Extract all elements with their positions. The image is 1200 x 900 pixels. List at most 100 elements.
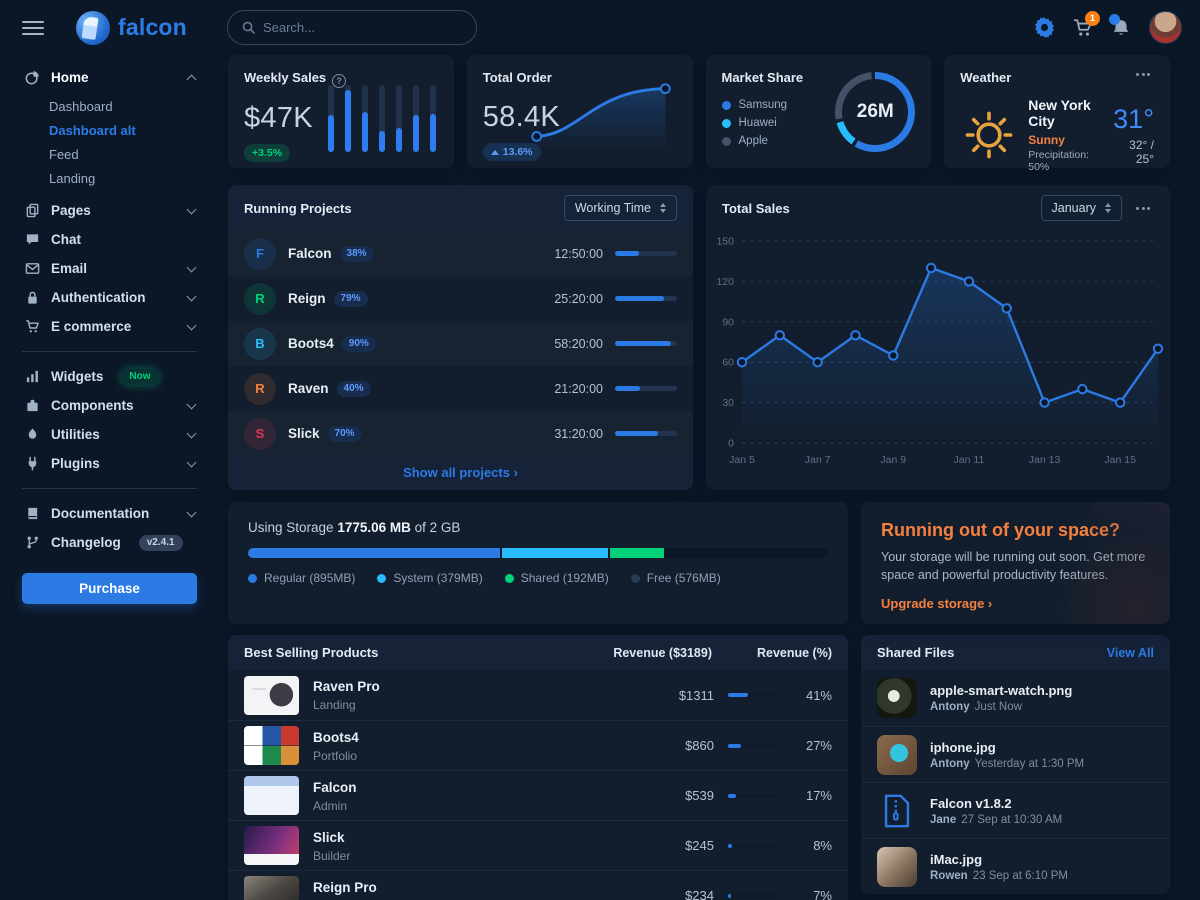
best-selling-products-card: Best Selling Products Revenue ($3189) Re… — [228, 635, 848, 900]
table-row: Boots4 Portfolio $860 27% — [228, 720, 848, 770]
file-time: Yesterday at 1:30 PM — [974, 757, 1085, 770]
show-all-projects-link[interactable]: Show all projects › — [403, 465, 518, 480]
sidebar-item-label: Email — [51, 261, 88, 276]
select-arrows-icon — [660, 203, 666, 213]
falcon-logo[interactable]: falcon — [76, 10, 187, 45]
chart-bar-icon — [24, 368, 41, 385]
legend-item: System (379MB) — [377, 571, 483, 585]
project-name[interactable]: Boots4 — [288, 336, 334, 351]
legend-item: Regular (895MB) — [248, 571, 355, 585]
file-owner: Jane — [930, 813, 957, 826]
running-projects-card: Running Projects Working Time F Falcon 3… — [228, 185, 693, 490]
sidebar-item-email[interactable]: Email — [22, 254, 197, 283]
svg-text:Jan 5: Jan 5 — [729, 454, 755, 466]
view-all-link[interactable]: View All — [1106, 645, 1154, 660]
sidebar-subitem-dashboard[interactable]: Dashboard — [49, 98, 113, 114]
file-name[interactable]: iMac.jpg — [930, 851, 983, 867]
project-time: 25:20:00 — [554, 291, 603, 306]
working-time-select[interactable]: Working Time — [563, 195, 677, 221]
project-time: 58:20:00 — [554, 336, 603, 351]
project-progress-bar — [615, 431, 677, 436]
user-avatar[interactable] — [1149, 11, 1182, 44]
project-name[interactable]: Falcon — [288, 246, 332, 261]
product-revenue: $234 — [685, 888, 714, 900]
search-input[interactable] — [262, 20, 462, 35]
sidebar-item-chat[interactable]: Chat — [22, 225, 197, 254]
sidebar-item-label: Authentication — [51, 290, 146, 305]
file-time: 23 Sep at 6:10 PM — [972, 869, 1068, 882]
purchase-button[interactable]: Purchase — [22, 573, 197, 604]
product-name[interactable]: Raven Pro — [313, 679, 380, 694]
sidebar-item-widgets[interactable]: Widgets Now — [22, 362, 197, 391]
settings-gear-icon[interactable] — [1034, 17, 1055, 38]
shared-files-list: apple-smart-watch.png Antony Just Now iph… — [861, 670, 1170, 894]
sidebar-divider — [22, 488, 197, 489]
total-sales-line-chart: 0 30 60 90 120 150 Jan 5 Jan 7 Jan 9 Jan 11 Jan 13… — [716, 236, 1164, 466]
chevron-icon — [186, 320, 197, 330]
file-time: Just Now — [974, 701, 1022, 713]
sidebar-item-authentication[interactable]: Authentication — [22, 283, 197, 312]
svg-text:120: 120 — [716, 276, 734, 288]
list-item: Falcon v1.8.2 Jane 27 Sep at 10:30 AM — [861, 782, 1170, 838]
product-thumbnail — [244, 726, 299, 765]
search-bar[interactable] — [226, 10, 477, 45]
product-name[interactable]: Falcon — [313, 779, 357, 795]
notifications-bell-icon[interactable] — [1109, 13, 1131, 38]
total-order-line-chart — [530, 83, 671, 151]
sidebar-item-pages[interactable]: Pages — [22, 196, 197, 225]
info-icon[interactable] — [332, 74, 347, 88]
storage-label: Using Storage 1775.06 MB of 2 GB — [248, 520, 461, 535]
total-sales-title: Total Sales — [722, 200, 790, 216]
project-percent-badge: 38% — [339, 245, 374, 262]
sidebar-subitem-landing[interactable]: Landing — [49, 170, 96, 186]
project-avatar: S — [244, 417, 276, 450]
chevron-icon — [186, 74, 197, 85]
market-share-card: Market Share Samsung Huawei Apple 26M — [705, 55, 932, 168]
project-row: B Boots4 90% 58:20:00 — [228, 321, 693, 366]
project-name[interactable]: Raven — [288, 381, 329, 396]
product-revenue-pct: 7% — [813, 888, 832, 900]
project-percent-badge: 90% — [341, 335, 376, 352]
cart-icon[interactable]: 1 — [1073, 10, 1100, 38]
market-share-legend: Samsung Huawei Apple — [721, 99, 916, 147]
topbar: falcon 1 — [0, 0, 1200, 55]
weather-title: Weather — [960, 70, 1012, 85]
storage-progress-bar — [248, 548, 828, 558]
project-name[interactable]: Slick — [288, 426, 320, 441]
sidebar-item-utilities[interactable]: Utilities — [22, 420, 197, 449]
project-time: 31:20:00 — [554, 426, 603, 441]
sidebar-item-documentation[interactable]: Documentation — [22, 499, 197, 528]
total-order-card: Total Order 58.4K 13.6% — [466, 55, 693, 168]
legend-item: Apple — [721, 135, 916, 147]
product-category: Admin — [313, 798, 348, 813]
weekly-sales-value: $47K — [244, 102, 313, 134]
sidebar-item-components[interactable]: Components — [22, 391, 197, 420]
sidebar-item-changelog[interactable]: Changelog v2.4.1 — [22, 528, 197, 557]
lock-icon — [24, 289, 41, 306]
zip-file-icon — [877, 791, 917, 831]
sidebar-item-home[interactable]: Home — [22, 63, 197, 92]
card-menu-icon[interactable] — [1132, 69, 1154, 80]
sidebar-subitem-feed[interactable]: Feed — [49, 146, 79, 162]
sidebar-item-plugins[interactable]: Plugins — [22, 449, 197, 478]
upgrade-storage-link[interactable]: Upgrade storage › — [881, 596, 993, 612]
weekly-sales-bar-chart — [327, 85, 436, 152]
sidebar-subitem-dashboard-alt[interactable]: Dashboard alt — [49, 122, 136, 138]
month-select[interactable]: January — [1040, 195, 1122, 221]
file-name[interactable]: apple-smart-watch.png — [930, 683, 1073, 698]
weekly-sales-title: Weekly Sales — [244, 70, 327, 85]
file-name[interactable]: Falcon v1.8.2 — [930, 795, 1012, 811]
project-name[interactable]: Reign — [288, 291, 326, 306]
project-avatar: B — [244, 327, 276, 360]
hamburger-menu-icon[interactable] — [22, 20, 44, 35]
sidebar-item-e-commerce[interactable]: E commerce — [22, 312, 197, 341]
project-progress-bar — [615, 341, 677, 346]
product-name[interactable]: Reign Pro — [313, 879, 377, 895]
svg-text:Jan 11: Jan 11 — [954, 454, 985, 466]
product-name[interactable]: Boots4 — [313, 729, 359, 745]
chart-pie-icon — [24, 69, 41, 86]
card-menu-icon[interactable] — [1132, 203, 1154, 214]
product-thumbnail — [244, 675, 299, 715]
product-name[interactable]: Slick — [313, 829, 345, 845]
file-name[interactable]: iphone.jpg — [930, 739, 996, 755]
